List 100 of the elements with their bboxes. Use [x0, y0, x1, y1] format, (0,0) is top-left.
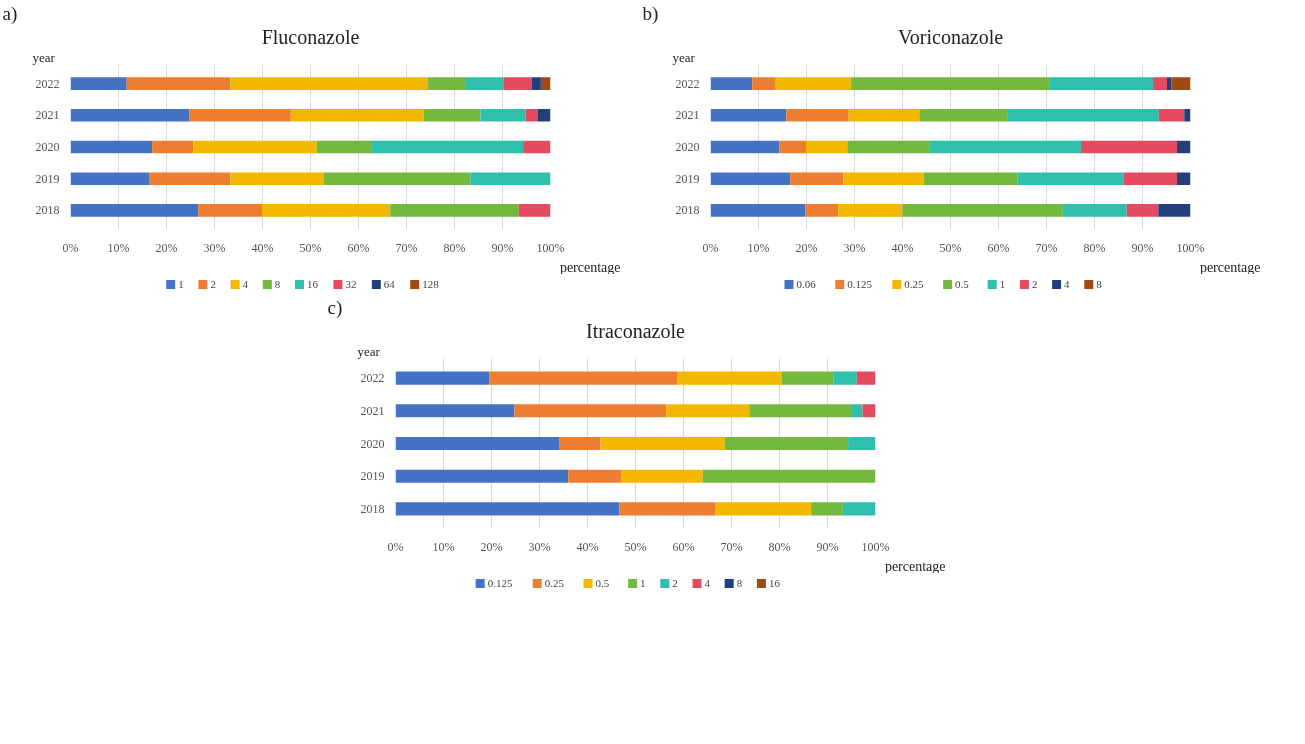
legend-label: 64 — [383, 278, 396, 290]
y-axis-title: year — [32, 49, 56, 65]
bar — [919, 108, 1008, 122]
x-tick-label: 20% — [795, 240, 818, 255]
legend-label: 0.25 — [904, 278, 925, 290]
x-tick-label: 10% — [107, 240, 130, 255]
x-axis-title: percentage — [559, 259, 621, 275]
text: b) — [642, 2, 659, 25]
bar — [790, 172, 844, 186]
bar — [70, 140, 153, 154]
bar — [710, 77, 753, 90]
bar — [70, 172, 150, 186]
y-tick-label: 2019 — [35, 171, 60, 186]
bar — [677, 371, 782, 385]
x-axis-title: percentage — [1199, 259, 1261, 275]
bar — [724, 436, 849, 451]
legend-label: 4 — [242, 278, 249, 290]
bar — [559, 436, 601, 451]
bar — [923, 172, 1018, 186]
bar — [666, 404, 750, 418]
y-tick-label: 2020 — [360, 436, 385, 451]
legend-label: 8 — [1096, 278, 1103, 290]
x-tick-label: 30% — [843, 240, 866, 255]
y-axis-title: year — [357, 343, 381, 359]
x-tick-label: 80% — [443, 240, 466, 255]
x-tick-label: 70% — [395, 240, 418, 255]
legend-label: 8 — [274, 278, 281, 290]
bar — [540, 77, 551, 90]
bar — [503, 77, 532, 90]
bar — [851, 77, 1050, 90]
bar — [843, 172, 924, 186]
bar — [1062, 204, 1127, 217]
bar — [480, 108, 526, 122]
bar — [523, 140, 551, 154]
legend-label: 4 — [1064, 278, 1071, 290]
x-tick-label: 100% — [861, 539, 890, 554]
bar — [1166, 77, 1172, 90]
bar — [710, 108, 787, 122]
bar — [856, 371, 876, 385]
x-tick-label: 20% — [155, 240, 178, 255]
bar — [1123, 172, 1178, 186]
legend-label: 1 — [640, 577, 646, 589]
bar — [428, 77, 467, 90]
bar — [838, 204, 903, 217]
bar — [1153, 77, 1167, 90]
bar — [395, 371, 490, 385]
bar — [779, 140, 807, 154]
x-tick-label: 0% — [387, 539, 404, 554]
bar — [466, 77, 504, 90]
bar — [395, 469, 569, 483]
x-tick-label: 70% — [720, 539, 743, 554]
y-tick-label: 2022 — [675, 76, 700, 91]
bar — [193, 140, 317, 154]
bar — [833, 371, 857, 385]
bar — [749, 404, 852, 418]
legend-label: 1 — [178, 278, 184, 290]
x-tick-label: 70% — [1035, 240, 1058, 255]
bar — [395, 436, 560, 451]
x-tick-label: 40% — [251, 240, 274, 255]
bar — [70, 204, 199, 217]
bar — [1184, 108, 1191, 122]
legend-label: 16 — [307, 278, 319, 290]
x-tick-label: 40% — [576, 539, 599, 554]
y-tick-label: 2021 — [360, 403, 385, 418]
bar — [842, 502, 876, 516]
legend-label: 1 — [999, 278, 1006, 290]
bar — [290, 108, 424, 122]
y-tick-label: 2020 — [675, 140, 700, 154]
y-tick-label: 2019 — [360, 469, 385, 484]
x-tick-label: 90% — [1131, 240, 1154, 255]
bar — [149, 172, 231, 186]
legend-label: 0.125 — [847, 278, 873, 290]
legend-label: 32 — [345, 278, 357, 290]
bar — [1177, 172, 1191, 186]
y-tick-label: 2019 — [675, 171, 700, 186]
bar — [600, 436, 725, 451]
bar — [70, 77, 127, 90]
x-tick-label: 10% — [747, 240, 770, 255]
legend-label: 2 — [210, 278, 216, 290]
bar — [514, 404, 667, 418]
bar — [316, 140, 372, 154]
legend-label: 2 — [672, 577, 678, 589]
y-tick-label: 2021 — [35, 108, 60, 123]
bar — [1177, 140, 1191, 154]
legend-label: 0.5 — [955, 278, 970, 290]
text: a) — [2, 2, 18, 25]
x-tick-label: 0% — [702, 240, 719, 255]
legend-label: 2 — [1031, 278, 1038, 290]
x-axis-title: percentage — [884, 558, 946, 574]
bar — [806, 140, 848, 154]
bar — [1049, 77, 1154, 90]
chart-title: Fluconazole — [261, 25, 360, 48]
y-axis-title: year — [672, 49, 696, 65]
bar — [929, 140, 1082, 154]
bar — [902, 204, 1063, 217]
x-tick-label: 80% — [768, 539, 791, 554]
legend-label: 0.25 — [544, 577, 565, 589]
bar — [470, 172, 551, 186]
x-tick-label: 50% — [299, 240, 322, 255]
text: c) — [327, 296, 343, 319]
